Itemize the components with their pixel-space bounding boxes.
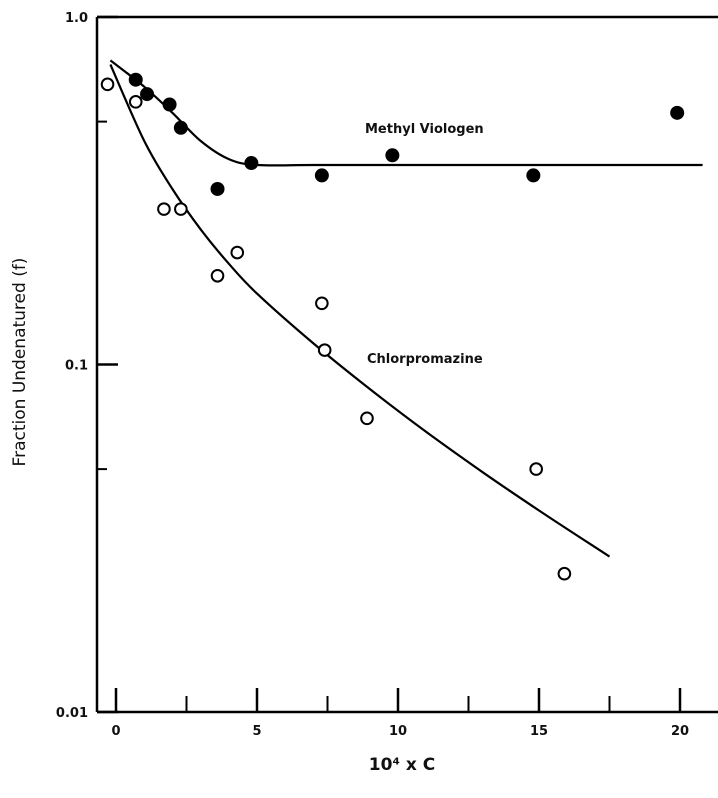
x-tick-label-20: 20 [671,724,689,739]
x-tick-label-0: 0 [111,724,120,739]
fit-curve-chlorpromazine [109,64,611,558]
axis-ticks [97,15,682,714]
data-point-chlorpromazine [557,566,572,581]
x-tick-label-5: 5 [252,724,261,739]
x-tick-label-10: 10 [389,724,407,739]
data-point-chlorpromazine [157,202,171,216]
data-point-chlorpromazine [315,296,329,311]
data-point-methyl-viologen [314,168,329,183]
data-point-methyl-viologen [385,148,400,163]
y-axis-title: Fraction Undenatured (f) [10,258,30,467]
y-tick-label-1.0: 1.0 [65,11,88,26]
x-axis-title: 10⁴ x C [369,755,435,775]
fit-curve-methyl-viologen [109,59,703,167]
tick-labels: 0 5 10 15 20 0.01 0.1 1.0 [56,11,689,739]
y-tick-label-0.01: 0.01 [56,706,88,721]
data-point-chlorpromazine [529,462,543,476]
data-point-chlorpromazine [174,202,188,216]
series-labels: Methyl Viologen Chlorpromazine [365,122,484,367]
data-point-methyl-viologen [210,181,225,196]
data-point-methyl-viologen [244,156,259,171]
data-point-methyl-viologen [173,120,188,135]
data-point-chlorpromazine [317,343,332,357]
series-label-methyl-viologen: Methyl Viologen [365,122,484,137]
data-point-chlorpromazine [100,77,115,92]
data-point-methyl-viologen [128,72,143,87]
data-point-chlorpromazine [128,95,143,109]
data-point-methyl-viologen [162,97,177,112]
y-tick-label-0.1: 0.1 [65,359,88,374]
data-point-chlorpromazine [360,411,374,426]
data-point-chlorpromazine [210,268,225,283]
data-point-methyl-viologen [670,105,685,120]
data-point-chlorpromazine [230,245,245,260]
series-label-chlorpromazine: Chlorpromazine [367,352,483,367]
data-points [100,72,685,581]
x-tick-label-15: 15 [530,724,548,739]
data-point-methyl-viologen [140,87,155,102]
data-point-methyl-viologen [526,168,541,183]
